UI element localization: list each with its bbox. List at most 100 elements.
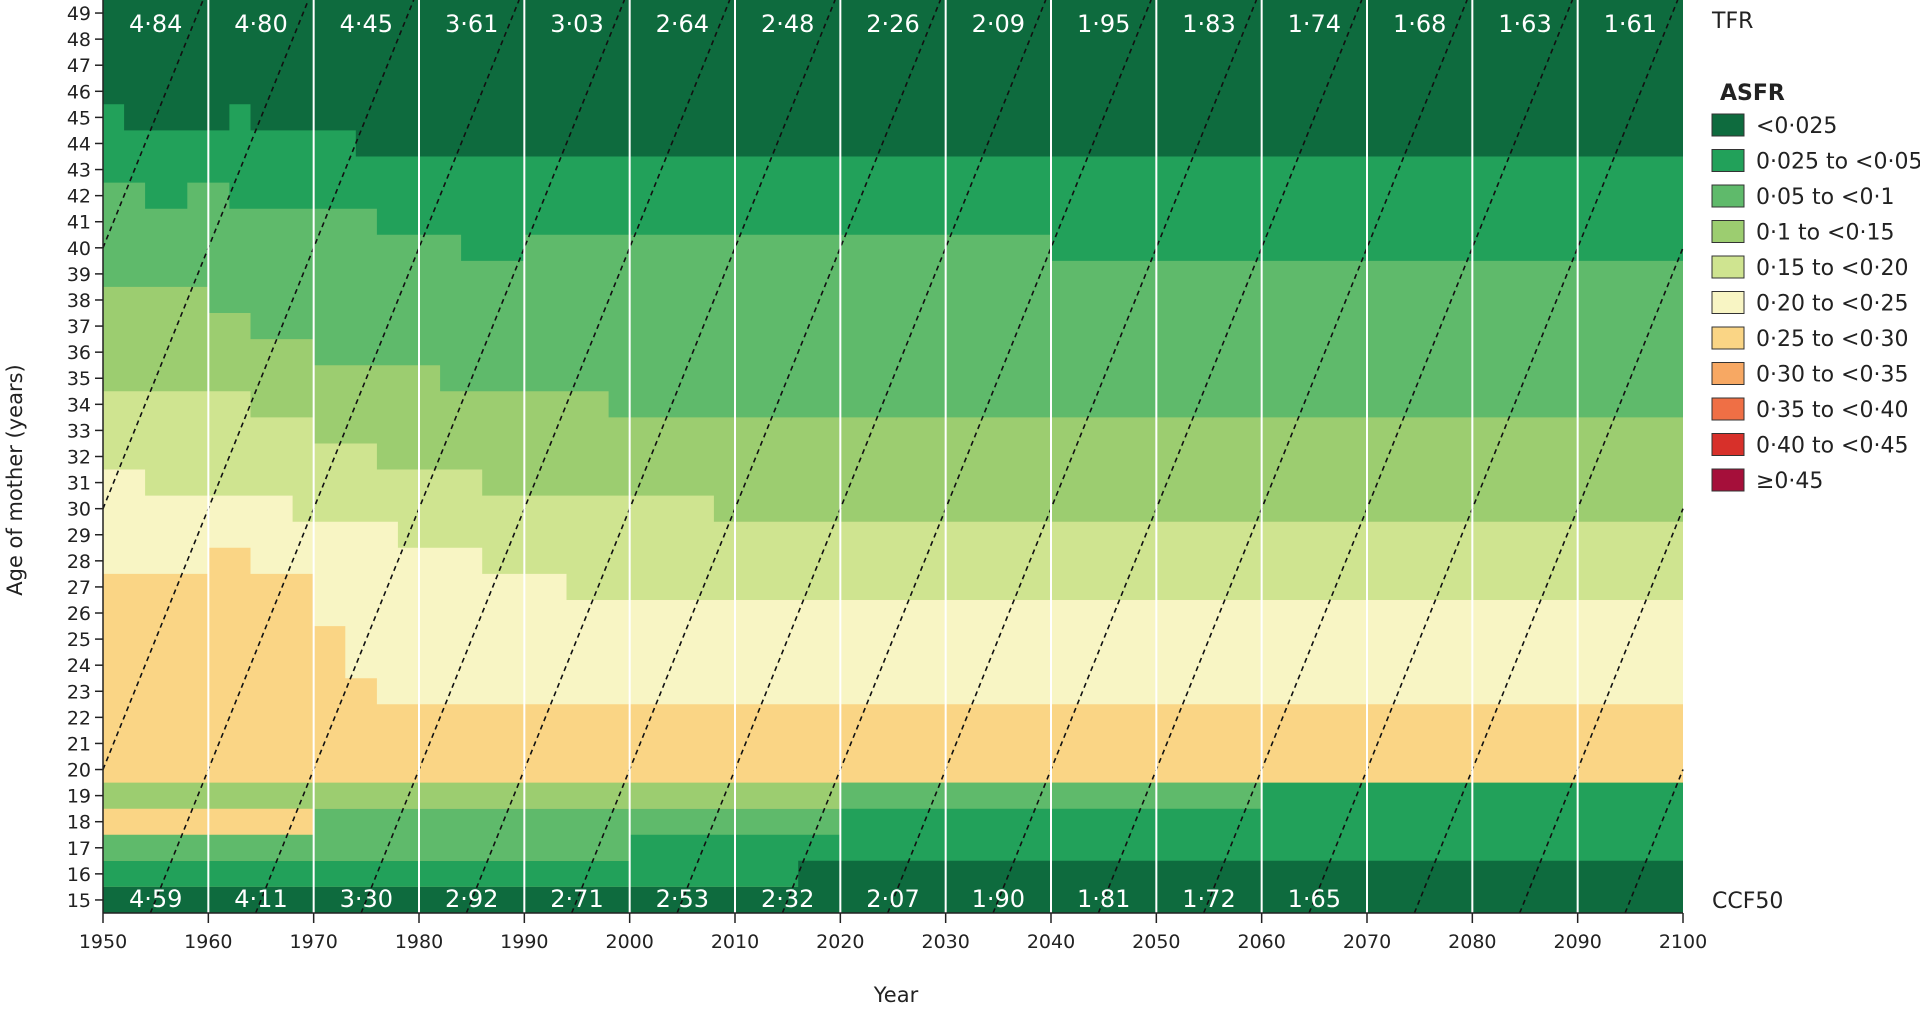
cohort-line xyxy=(886,0,1258,914)
legend-swatch xyxy=(1711,255,1745,279)
cohort-line xyxy=(360,0,731,914)
legend-swatch xyxy=(1711,397,1745,421)
tfr-value-label: 2·64 xyxy=(656,10,709,38)
legend-swatch xyxy=(1711,326,1745,350)
legend-label: <0·025 xyxy=(1756,114,1837,139)
tfr-value-label: 3·61 xyxy=(445,10,498,38)
y-tick-label: 40 xyxy=(67,238,91,260)
cohort-line xyxy=(1308,0,1679,914)
ccf50-value-label: 1·81 xyxy=(1077,885,1130,913)
ccf50-side-label: CCF50 xyxy=(1712,889,1783,914)
x-tick-label: 1950 xyxy=(79,931,127,953)
legend-label: 0·15 to <0·20 xyxy=(1756,256,1908,281)
tfr-value-label: 4·45 xyxy=(340,10,393,38)
y-tick-label: 41 xyxy=(67,212,91,234)
cohort-line xyxy=(992,0,1363,914)
heatmap-cells xyxy=(103,0,1683,914)
y-tick-label: 24 xyxy=(67,655,91,677)
tfr-value-label: 1·74 xyxy=(1288,10,1341,38)
y-tick-label: 27 xyxy=(67,577,91,599)
legend-label: 0·40 to <0·45 xyxy=(1756,434,1908,459)
ccf50-value-label: 4·11 xyxy=(234,885,287,913)
tfr-value-label: 1·68 xyxy=(1393,10,1446,38)
ccf50-value-label: 2·71 xyxy=(550,885,603,913)
y-tick-label: 32 xyxy=(67,447,91,469)
ccf50-value-label: 1·90 xyxy=(972,885,1025,913)
y-tick-label: 45 xyxy=(67,107,91,129)
cohort-line xyxy=(1624,769,1684,914)
legend-label: 0·025 to <0·05 xyxy=(1756,150,1920,175)
legend-swatch xyxy=(1711,220,1745,243)
y-tick-label: 17 xyxy=(67,838,91,860)
tfr-value-label: 1·95 xyxy=(1077,10,1130,38)
cohort-line xyxy=(102,0,310,509)
x-tick-label: 2060 xyxy=(1237,931,1285,953)
ccf50-value-label: 1·72 xyxy=(1182,885,1235,913)
ccf50-value-label: 2·32 xyxy=(761,885,814,913)
y-tick-label: 39 xyxy=(67,264,91,286)
x-tick-label: 2080 xyxy=(1448,931,1496,953)
cohort-line xyxy=(102,0,415,770)
legend-swatch xyxy=(1711,433,1745,456)
legend-swatch xyxy=(1711,291,1745,314)
legend-label: 0·35 to <0·40 xyxy=(1756,398,1908,423)
y-tick-label: 33 xyxy=(67,420,91,442)
y-tick-label: 16 xyxy=(67,864,91,886)
tfr-value-label: 1·61 xyxy=(1604,10,1657,38)
legend-swatch xyxy=(1711,184,1745,208)
x-axis-title: Year xyxy=(873,983,919,1005)
tfr-value-label: 2·26 xyxy=(866,10,919,38)
y-tick-label: 26 xyxy=(67,603,91,625)
cohort-dashed-lines xyxy=(102,0,1684,914)
x-tick-label: 1960 xyxy=(184,931,232,953)
legend-swatch xyxy=(1711,113,1745,137)
x-tick-label: 2050 xyxy=(1132,931,1180,953)
y-tick-label: 43 xyxy=(67,160,91,182)
y-tick-label: 38 xyxy=(67,290,91,312)
y-tick-label: 49 xyxy=(67,3,91,25)
tfr-side-label: TFR xyxy=(1711,9,1753,34)
legend-label: 0·05 to <0·1 xyxy=(1756,185,1894,210)
x-tick-label: 2090 xyxy=(1553,931,1601,953)
x-tick-label: 2000 xyxy=(605,931,653,953)
ccf50-value-label: 3·30 xyxy=(340,885,393,913)
cohort-line xyxy=(781,0,1152,914)
legend-swatch xyxy=(1711,362,1745,385)
x-tick-label: 2010 xyxy=(711,931,759,953)
ccf50-value-label: 4·59 xyxy=(129,885,182,913)
y-tick-label: 30 xyxy=(67,499,91,521)
x-tick-label: 2030 xyxy=(921,931,969,953)
y-tick-label: 48 xyxy=(67,29,91,51)
y-axis-ticks: 15 16 17 18 19 20 21 22 23 24 25 26 27 28 29 30 31 32 33 34… xyxy=(67,3,103,912)
cohort-line xyxy=(570,0,942,914)
cohort-line xyxy=(149,0,520,914)
y-tick-label: 22 xyxy=(67,707,91,729)
cohort-line xyxy=(1413,247,1684,914)
y-tick-label: 42 xyxy=(67,186,91,208)
cohort-line xyxy=(254,0,626,914)
ccf50-value-label: 1·65 xyxy=(1288,885,1341,913)
y-tick-label: 44 xyxy=(67,133,91,155)
x-tick-label: 1990 xyxy=(500,931,548,953)
legend-label: 0·20 to <0·25 xyxy=(1756,292,1908,317)
tfr-value-label: 3·03 xyxy=(550,10,603,38)
y-tick-label: 15 xyxy=(67,890,91,912)
tfr-value-label: 2·48 xyxy=(761,10,814,38)
decade-white-lines xyxy=(207,0,1579,913)
cohort-line xyxy=(676,0,1047,914)
ccf50-value-label: 2·53 xyxy=(656,885,709,913)
tfr-value-label: 4·84 xyxy=(129,10,182,38)
y-tick-label: 34 xyxy=(67,394,91,416)
legend-title: ASFR xyxy=(1720,81,1785,106)
x-tick-label: 2040 xyxy=(1027,931,1075,953)
x-tick-label: 2020 xyxy=(816,931,864,953)
ccf50-value-label: 2·92 xyxy=(445,885,498,913)
legend-swatch xyxy=(1711,468,1745,492)
y-tick-label: 47 xyxy=(67,55,91,77)
y-tick-label: 37 xyxy=(67,316,91,338)
y-tick-label: 20 xyxy=(67,760,91,782)
cohort-line xyxy=(1202,0,1574,914)
legend-label: 0·25 to <0·30 xyxy=(1756,327,1908,352)
